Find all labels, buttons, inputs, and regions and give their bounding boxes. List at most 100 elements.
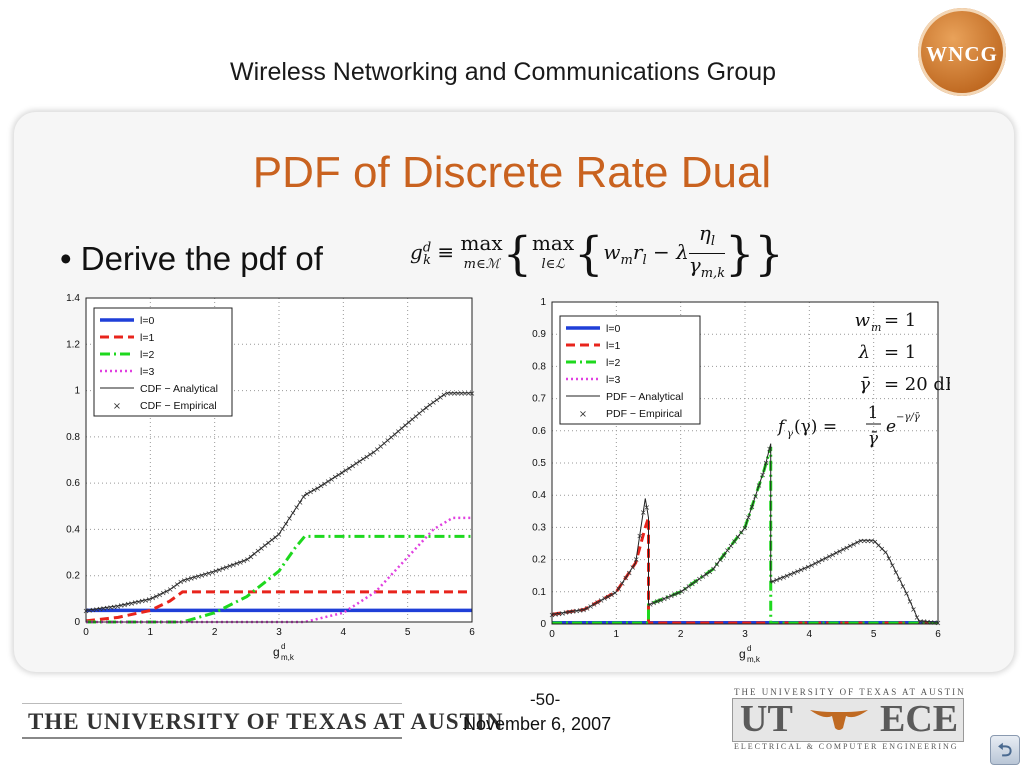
annotation-rhs: = 20 dB <box>884 374 950 395</box>
empirical-marker: × <box>889 561 896 570</box>
empirical-marker: × <box>395 427 402 436</box>
x-tick-label: 1 <box>148 627 154 638</box>
y-tick-label: 1 <box>540 297 546 308</box>
empirical-marker: × <box>427 401 434 410</box>
empirical-marker: × <box>153 592 160 601</box>
empirical-marker: × <box>657 596 664 605</box>
empirical-marker: × <box>882 548 889 557</box>
y-tick-label: 0.4 <box>66 524 80 535</box>
legend-box <box>559 315 701 425</box>
y-tick-label: 0.9 <box>532 329 546 340</box>
empirical-marker: × <box>349 462 356 471</box>
y-tick-label: 1 <box>74 386 80 397</box>
empirical-marker: × <box>601 594 608 603</box>
empirical-marker: × <box>805 563 812 572</box>
x-axis-label-sub: m,k <box>747 655 761 664</box>
pdf-formula-lhs: f <box>776 417 787 437</box>
navigation-return-button[interactable]: ⮌ <box>990 735 1020 765</box>
empirical-marker: × <box>580 606 587 615</box>
empirical-marker: × <box>444 389 451 398</box>
header-group-name: Wireless Networking and Communications G… <box>230 58 777 86</box>
pdf-formula-exp-base: e <box>886 417 896 437</box>
empirical-marker: × <box>272 533 279 542</box>
empirical-marker: × <box>184 575 191 584</box>
empirical-marker: × <box>90 605 97 614</box>
x-tick-label: 4 <box>341 627 347 638</box>
empirical-marker: × <box>594 598 601 607</box>
empirical-marker: × <box>230 560 237 569</box>
empirical-marker: × <box>598 596 605 605</box>
empirical-marker: × <box>314 484 321 493</box>
empirical-marker: × <box>756 481 763 490</box>
empirical-marker: × <box>332 473 339 482</box>
empirical-marker: × <box>928 618 935 627</box>
empirical-marker: × <box>381 439 388 448</box>
empirical-marker: × <box>914 613 921 622</box>
empirical-marker: × <box>675 589 682 598</box>
pdf-formula-den: γ̄ <box>868 429 879 449</box>
empirical-marker: × <box>451 389 458 398</box>
y-tick-label: 0 <box>540 619 546 630</box>
annotation-lhs-sub: m <box>871 321 881 334</box>
empirical-marker: × <box>693 577 700 586</box>
empirical-marker: × <box>262 541 269 550</box>
empirical-marker: × <box>177 578 184 587</box>
y-tick-label: 0.2 <box>532 555 546 566</box>
empirical-marker: × <box>325 477 332 486</box>
series-line <box>551 443 939 623</box>
empirical-marker: × <box>111 602 118 611</box>
legend-label: l=0 <box>606 323 620 335</box>
empirical-marker: × <box>279 525 286 534</box>
bullet-text: Derive the pdf of <box>80 240 323 277</box>
empirical-marker: × <box>335 471 342 480</box>
empirical-marker: × <box>584 604 591 613</box>
slide-title: PDF of Discrete Rate Dual <box>252 148 772 197</box>
y-tick-label: 0.7 <box>532 394 546 405</box>
empirical-marker: × <box>248 552 255 561</box>
empirical-marker: × <box>787 570 794 579</box>
empirical-marker: × <box>759 471 766 480</box>
empirical-marker: × <box>423 403 430 412</box>
empirical-marker: × <box>664 593 671 602</box>
empirical-marker: × <box>780 573 787 582</box>
empirical-marker: × <box>700 572 707 581</box>
ece-logo-ece: ECE <box>880 698 959 740</box>
empirical-marker: × <box>321 479 328 488</box>
x-axis-label: g <box>273 645 280 659</box>
empirical-marker: × <box>125 600 132 609</box>
empirical-marker: × <box>304 489 311 498</box>
empirical-marker: × <box>629 563 636 572</box>
empirical-marker: × <box>608 590 615 599</box>
empirical-marker: × <box>686 582 693 591</box>
empirical-marker: × <box>822 554 829 563</box>
empirical-marker: × <box>819 556 826 565</box>
empirical-marker: × <box>216 565 223 574</box>
legend-marker: × <box>579 409 587 420</box>
empirical-marker: × <box>346 464 353 473</box>
empirical-marker: × <box>437 393 444 402</box>
empirical-marker: × <box>636 531 643 540</box>
empirical-marker: × <box>223 563 230 572</box>
empirical-marker: × <box>121 600 128 609</box>
empirical-marker: × <box>462 389 469 398</box>
legend-label: PDF − Empirical <box>606 408 682 420</box>
empirical-marker: × <box>255 547 262 556</box>
empirical-marker: × <box>139 597 146 606</box>
y-tick-label: 0.2 <box>66 571 80 582</box>
empirical-marker: × <box>917 617 924 626</box>
empirical-marker: × <box>405 418 412 427</box>
empirical-marker: × <box>566 608 573 617</box>
annotation-rhs: = 1 <box>884 342 916 363</box>
empirical-marker: × <box>342 466 349 475</box>
empirical-marker: × <box>587 602 594 611</box>
empirical-marker: × <box>374 445 381 454</box>
empirical-marker: × <box>563 608 570 617</box>
empirical-marker: × <box>745 513 752 522</box>
legend-label: l=0 <box>140 315 154 327</box>
x-tick-label: 2 <box>678 629 684 640</box>
x-tick-label: 0 <box>83 627 89 638</box>
empirical-marker: × <box>276 530 283 539</box>
empirical-marker: × <box>738 528 745 537</box>
empirical-marker: × <box>398 424 405 433</box>
empirical-marker: × <box>441 391 448 400</box>
